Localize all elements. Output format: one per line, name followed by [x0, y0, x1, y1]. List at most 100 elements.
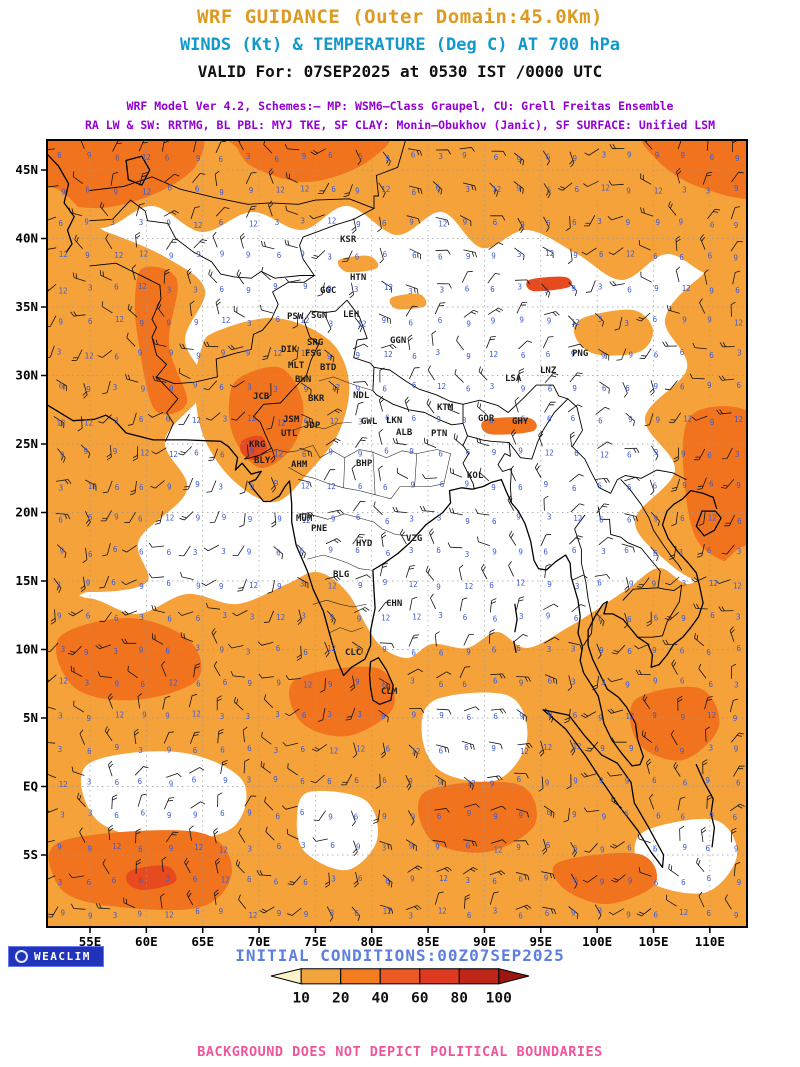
svg-text:6: 6: [439, 680, 444, 689]
svg-text:6: 6: [358, 152, 363, 161]
svg-text:9: 9: [246, 286, 251, 295]
svg-text:3: 3: [301, 217, 306, 226]
svg-text:3: 3: [490, 382, 495, 391]
svg-text:9: 9: [114, 188, 119, 197]
svg-text:9: 9: [519, 712, 524, 721]
svg-text:6: 6: [331, 185, 336, 194]
svg-text:12: 12: [682, 284, 691, 293]
svg-text:LSA: LSA: [505, 374, 522, 384]
svg-text:12: 12: [138, 282, 147, 291]
svg-text:6: 6: [598, 615, 603, 624]
svg-text:9: 9: [86, 579, 91, 588]
svg-text:6: 6: [548, 385, 553, 394]
svg-text:9: 9: [492, 548, 497, 557]
svg-text:6: 6: [574, 876, 579, 885]
svg-text:BLY: BLY: [254, 456, 271, 466]
svg-text:6: 6: [548, 677, 553, 686]
svg-text:3: 3: [409, 546, 414, 555]
svg-text:6: 6: [547, 415, 552, 424]
svg-text:9: 9: [277, 909, 282, 918]
svg-text:12: 12: [142, 153, 151, 162]
svg-text:6: 6: [114, 614, 119, 623]
svg-text:6: 6: [681, 878, 686, 887]
svg-text:9: 9: [734, 744, 739, 753]
svg-text:3: 3: [355, 644, 360, 653]
svg-text:3: 3: [358, 417, 363, 426]
svg-text:9: 9: [733, 714, 738, 723]
svg-text:12: 12: [192, 709, 201, 718]
svg-text:9: 9: [466, 648, 471, 657]
svg-text:9: 9: [707, 381, 712, 390]
svg-text:3: 3: [139, 613, 144, 622]
svg-text:6: 6: [571, 414, 576, 423]
svg-text:3: 3: [223, 415, 228, 424]
svg-text:9: 9: [141, 384, 146, 393]
svg-text:12: 12: [165, 513, 174, 522]
svg-text:80E: 80E: [360, 934, 383, 949]
svg-text:3: 3: [327, 252, 332, 261]
svg-text:6: 6: [412, 251, 417, 260]
svg-text:12: 12: [139, 249, 148, 258]
svg-text:12: 12: [516, 578, 525, 587]
svg-text:12: 12: [59, 780, 68, 789]
svg-text:9: 9: [219, 907, 224, 916]
svg-text:6: 6: [219, 218, 224, 227]
svg-text:12: 12: [194, 843, 203, 852]
svg-text:12: 12: [221, 316, 230, 325]
svg-text:3: 3: [706, 187, 711, 196]
svg-text:12: 12: [438, 219, 447, 228]
svg-text:9: 9: [734, 184, 739, 193]
svg-text:9: 9: [167, 811, 172, 820]
svg-text:6: 6: [572, 218, 577, 227]
svg-text:100: 100: [486, 990, 512, 1007]
svg-text:9: 9: [331, 515, 336, 524]
svg-text:3: 3: [601, 678, 606, 687]
svg-text:6: 6: [710, 221, 715, 230]
svg-text:9: 9: [357, 615, 362, 624]
svg-text:9: 9: [87, 151, 92, 160]
graticule: [47, 140, 747, 927]
svg-text:9: 9: [516, 184, 521, 193]
svg-text:6: 6: [330, 841, 335, 850]
svg-text:9: 9: [61, 188, 66, 197]
svg-text:6: 6: [300, 808, 305, 817]
svg-text:6: 6: [706, 844, 711, 853]
svg-text:9: 9: [169, 252, 174, 261]
svg-text:9: 9: [88, 911, 93, 920]
svg-text:6: 6: [521, 414, 526, 423]
svg-text:3: 3: [85, 679, 90, 688]
svg-text:9: 9: [681, 713, 686, 722]
svg-text:12: 12: [358, 320, 367, 329]
svg-text:3: 3: [247, 775, 252, 784]
svg-text:9: 9: [438, 777, 443, 786]
svg-text:6: 6: [385, 414, 390, 423]
svg-text:3: 3: [248, 845, 253, 854]
svg-text:KOL: KOL: [467, 471, 484, 481]
svg-text:3: 3: [682, 579, 687, 588]
svg-text:9: 9: [327, 352, 332, 361]
svg-text:9: 9: [436, 415, 441, 424]
svg-text:6: 6: [547, 185, 552, 194]
map-frame: [46, 139, 748, 928]
svg-text:9: 9: [356, 220, 361, 229]
svg-text:9: 9: [219, 582, 224, 591]
svg-text:6: 6: [653, 549, 658, 558]
svg-text:3: 3: [597, 217, 602, 226]
svg-text:6: 6: [627, 615, 632, 624]
svg-text:6: 6: [196, 614, 201, 623]
svg-text:9: 9: [113, 447, 118, 456]
svg-text:9: 9: [600, 877, 605, 886]
svg-text:9: 9: [599, 776, 604, 785]
svg-text:6: 6: [707, 451, 712, 460]
svg-text:12: 12: [679, 908, 688, 917]
svg-text:6: 6: [710, 611, 715, 620]
svg-text:6: 6: [627, 483, 632, 492]
svg-text:9: 9: [250, 446, 255, 455]
svg-text:6: 6: [707, 909, 712, 918]
svg-text:6: 6: [139, 415, 144, 424]
disclaimer-text: BACKGROUND DOES NOT DEPICT POLITICAL BOU…: [197, 1044, 603, 1060]
svg-text:9: 9: [654, 284, 659, 293]
svg-text:12: 12: [303, 681, 312, 690]
svg-text:3: 3: [327, 710, 332, 719]
